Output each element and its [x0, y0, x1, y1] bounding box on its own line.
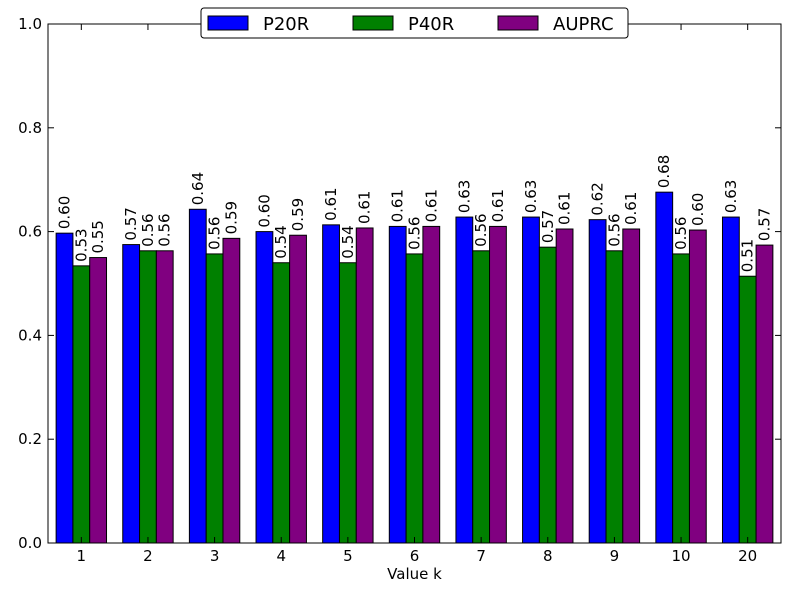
bar-p40r-3	[205, 253, 224, 544]
bar-auprc-4	[289, 234, 307, 544]
x-tick-label: 8	[543, 547, 553, 565]
bar-p20r-9	[588, 219, 607, 544]
data-label-p20r-3: 0.64	[189, 172, 207, 205]
bar-p40r-9	[605, 250, 624, 544]
bar-p40r-1	[72, 265, 91, 544]
x-tick-label: 20	[738, 547, 757, 565]
bar-p20r-1	[55, 232, 74, 544]
data-label-p20r-2: 0.57	[122, 207, 140, 240]
x-tick-label: 10	[671, 547, 690, 565]
x-tick-label: 1	[77, 547, 87, 565]
bar-auprc-8	[555, 228, 574, 544]
data-label-auprc-8: 0.61	[556, 192, 574, 225]
y-tick-label: 1.0	[18, 15, 42, 33]
data-label-auprc-7: 0.61	[489, 189, 507, 222]
bar-p20r-2	[122, 244, 141, 544]
y-tick-label: 0.8	[18, 119, 42, 137]
data-label-p20r-10: 0.68	[655, 155, 673, 188]
bar-p20r-10	[655, 191, 674, 544]
legend-swatch-p40r	[352, 15, 394, 31]
data-label-auprc-3: 0.59	[222, 201, 240, 234]
bar-p40r-10	[672, 253, 690, 544]
legend-label-p40r: P40R	[408, 14, 454, 35]
data-label-auprc-9: 0.61	[622, 192, 640, 225]
x-tick-label: 3	[210, 547, 220, 565]
data-label-auprc-20: 0.57	[755, 208, 773, 241]
bar-p20r-8	[522, 216, 540, 544]
data-label-p40r-8: 0.57	[539, 210, 557, 243]
bar-p40r-4	[272, 262, 291, 544]
data-label-p40r-6: 0.56	[406, 217, 424, 250]
data-label-p40r-5: 0.54	[339, 225, 357, 258]
data-label-auprc-5: 0.61	[356, 191, 374, 224]
bar-auprc-7	[489, 225, 507, 544]
data-label-p20r-6: 0.61	[389, 189, 407, 222]
data-label-p40r-4: 0.54	[272, 225, 290, 258]
data-label-p20r-9: 0.62	[589, 182, 607, 215]
data-label-auprc-4: 0.59	[289, 198, 307, 231]
data-label-auprc-6: 0.61	[422, 189, 440, 222]
bar-p40r-20	[738, 275, 757, 544]
x-tick-label: 6	[410, 547, 420, 565]
bar-p20r-20	[721, 216, 740, 544]
data-label-p40r-9: 0.56	[605, 213, 623, 246]
x-axis-title: Value k	[387, 565, 442, 583]
data-label-p20r-1: 0.60	[56, 196, 74, 229]
legend-label-p20r: P20R	[263, 14, 309, 35]
bar-p40r-2	[139, 250, 157, 544]
bar-auprc-2	[155, 250, 174, 544]
bar-auprc-1	[89, 257, 108, 544]
bar-auprc-3	[222, 237, 241, 544]
data-label-p40r-20: 0.51	[739, 239, 757, 272]
legend: P20R P40R AUPRC	[200, 7, 629, 39]
data-label-auprc-2: 0.56	[156, 213, 174, 246]
bars-layer	[55, 191, 774, 544]
x-tick-label: 2	[143, 547, 153, 565]
bar-p20r-7	[455, 216, 474, 544]
bar-p20r-3	[188, 208, 207, 544]
bar-p40r-6	[405, 253, 424, 544]
data-label-p20r-4: 0.60	[255, 194, 273, 227]
data-label-p20r-5: 0.61	[322, 187, 340, 220]
data-label-p40r-1: 0.53	[72, 228, 90, 261]
data-labels-layer: 0.600.530.55 0.570.560.560.640.560.59 0.60…	[56, 155, 774, 272]
x-tick-label: 4	[276, 547, 286, 565]
y-tick-label: 0.2	[18, 430, 42, 448]
data-label-p20r-20: 0.63	[722, 180, 740, 213]
bar-auprc-5	[355, 227, 374, 544]
bar-auprc-10	[688, 229, 707, 544]
bar-p20r-4	[255, 231, 274, 544]
bar-p40r-5	[338, 262, 357, 544]
data-label-p40r-2: 0.56	[139, 213, 157, 246]
bar-auprc-9	[622, 228, 641, 544]
y-tick-label: 0.6	[18, 223, 42, 241]
bar-p20r-5	[322, 224, 340, 544]
data-label-auprc-1: 0.55	[89, 220, 107, 253]
bar-p40r-8	[538, 246, 557, 544]
y-tick-label: 0.0	[18, 534, 42, 552]
data-label-p40r-7: 0.56	[472, 213, 490, 246]
legend-label-auprc: AUPRC	[553, 14, 614, 35]
data-label-p40r-3: 0.56	[206, 217, 224, 250]
x-tick-label: 5	[343, 547, 353, 565]
axes-layer: 0.0 0.2 0.4 0.6 0.8 1.0 1 2 3 4 5 6 7 8 9 10 20	[18, 15, 781, 565]
bar-p20r-6	[388, 225, 407, 544]
x-tick-label: 9	[610, 547, 620, 565]
legend-swatch-p20r	[207, 15, 249, 31]
legend-swatch-auprc	[497, 15, 539, 31]
y-tick-label: 0.4	[18, 326, 42, 344]
bar-auprc-20	[755, 244, 774, 544]
x-tick-label: 7	[476, 547, 486, 565]
data-label-p20r-8: 0.63	[522, 180, 540, 213]
bar-auprc-6	[422, 225, 441, 544]
bar-p40r-7	[472, 250, 491, 544]
data-label-p40r-10: 0.56	[672, 217, 690, 250]
data-label-p20r-7: 0.63	[455, 180, 473, 213]
data-label-auprc-10: 0.60	[689, 193, 707, 226]
